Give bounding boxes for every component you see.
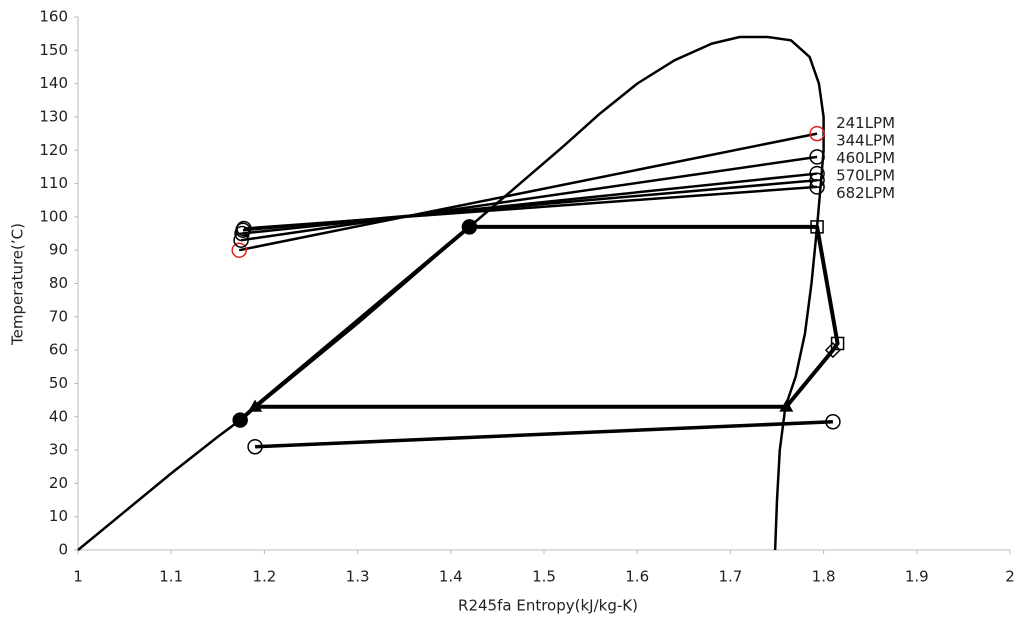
marker [236, 220, 252, 237]
y-tick-label: 90 [49, 241, 68, 259]
y-tick-label: 140 [39, 74, 68, 92]
x-tick-label: 1.8 [812, 568, 836, 586]
y-tick-label: 20 [49, 474, 68, 492]
x-tick-label: 1.5 [532, 568, 556, 586]
y-tick-label: 110 [39, 174, 68, 192]
x-tick-label: 1.7 [718, 568, 742, 586]
y-tick-label: 150 [39, 41, 68, 59]
y-tick-label: 40 [49, 407, 68, 425]
y-tick-label: 80 [49, 274, 68, 292]
series-label: 682LPM [836, 184, 895, 202]
y-tick-label: 120 [39, 141, 68, 159]
y-tick-label: 30 [49, 441, 68, 459]
series-line [238, 132, 818, 252]
y-tick-label: 100 [39, 207, 68, 225]
x-tick-label: 1.6 [625, 568, 649, 586]
x-tick-label: 2 [1005, 568, 1015, 586]
x-tick-label: 1.3 [346, 568, 370, 586]
series-line [255, 419, 833, 449]
series-line [77, 35, 825, 551]
y-tick-label: 50 [49, 374, 68, 392]
x-tick-label: 1.1 [159, 568, 183, 586]
y-tick-label: 0 [58, 541, 68, 559]
marker [809, 149, 825, 165]
marker [810, 220, 824, 234]
x-tick-label: 1.4 [439, 568, 463, 586]
series-label: 241LPM [836, 114, 895, 132]
marker [461, 219, 478, 235]
series-line [240, 155, 818, 242]
y-tick-label: 70 [49, 307, 68, 325]
y-tick-label: 60 [49, 341, 68, 359]
marker [232, 412, 248, 428]
marker [825, 413, 841, 430]
marker [809, 179, 825, 195]
y-tick-label: 160 [39, 8, 68, 26]
x-axis-label: R245fa Entropy(kJ/kg-K) [458, 597, 638, 615]
marker [231, 242, 247, 258]
marker [233, 232, 249, 248]
series-label: 570LPM [836, 167, 895, 185]
series-line [241, 172, 818, 235]
series-label: 344LPM [836, 132, 895, 150]
marker [809, 125, 825, 142]
y-axis-label: Temperature(’C) [9, 223, 27, 346]
marker [824, 342, 841, 359]
marker [779, 399, 794, 412]
series-line [238, 224, 840, 422]
series-label: 460LPM [836, 149, 895, 167]
x-tick-label: 1 [73, 568, 83, 586]
y-tick-label: 10 [49, 507, 68, 525]
y-tick-label: 130 [39, 107, 68, 125]
marker [248, 399, 263, 412]
series-line [243, 185, 818, 230]
marker [247, 438, 263, 455]
x-tick-label: 1.2 [252, 568, 276, 586]
x-tick-label: 1.9 [905, 568, 929, 586]
